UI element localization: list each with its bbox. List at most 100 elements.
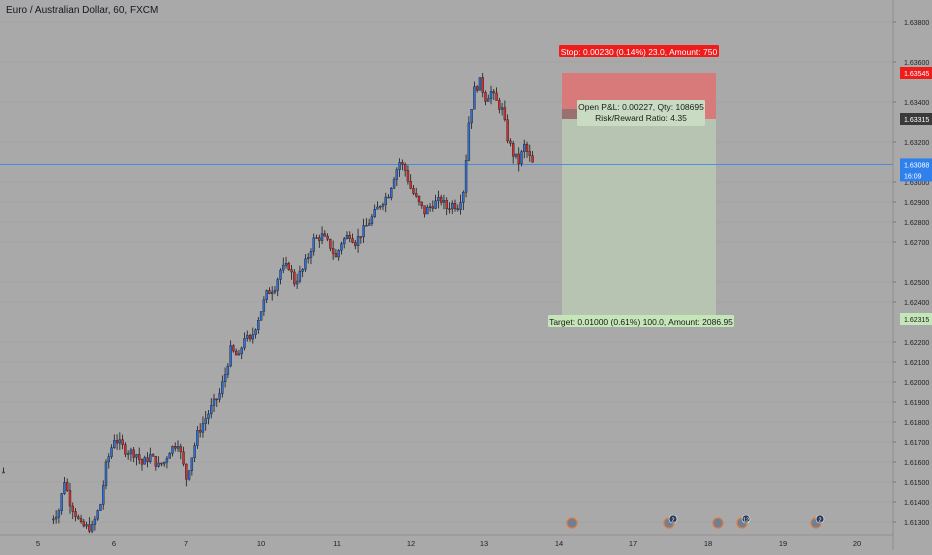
candle-down (351, 238, 354, 243)
candle-up (312, 237, 315, 252)
stop-label-bg (559, 45, 719, 57)
candle-down (326, 235, 329, 240)
candle-down (348, 235, 351, 239)
candle-up (398, 162, 401, 170)
candle-down (2, 471, 5, 474)
candle-up (523, 143, 526, 152)
candle-up (376, 206, 379, 210)
candle-up (193, 445, 196, 458)
candle-down (287, 263, 291, 270)
stop-price-tag-bg (900, 67, 932, 79)
candle-down (412, 188, 415, 194)
candle-up (367, 223, 371, 226)
candle-down (290, 269, 293, 273)
candle-up (379, 206, 382, 208)
candle-up (301, 269, 304, 272)
candle-down (329, 238, 332, 249)
candle-down (234, 350, 238, 356)
candle-up (390, 188, 393, 198)
candle-down (401, 162, 404, 165)
candle-up (451, 202, 454, 210)
candle-down (66, 482, 69, 491)
candle-up (462, 192, 465, 203)
candle-down (140, 459, 144, 465)
candle-up (113, 440, 116, 448)
y-tick-label: 1.62500 (904, 280, 929, 287)
candle-up (104, 461, 108, 486)
candle-down (359, 236, 363, 238)
target-label-group: Target: 0.01000 (0.61%) 100.0, Amount: 2… (548, 315, 734, 327)
candle-down (318, 237, 321, 241)
candle-down (423, 205, 426, 215)
x-tick-label: 11 (333, 539, 341, 548)
stop-label: Stop: 0.00230 (0.14%) 23.0, Amount: 750 (561, 47, 718, 57)
candle-up (240, 347, 243, 355)
candle-up (243, 338, 246, 349)
y-tick-label: 1.62000 (904, 380, 929, 387)
candle-up (90, 524, 94, 532)
candle-up (345, 235, 349, 239)
candle-down (509, 140, 512, 144)
candle-down (124, 444, 127, 455)
candle-up (204, 418, 207, 424)
candle-down (74, 511, 77, 517)
target-label: Target: 0.01000 (0.61%) 100.0, Amount: 2… (549, 317, 733, 327)
x-tick-label: 7 (184, 539, 188, 548)
countdown-tag: 16:09 (904, 173, 922, 180)
candle-up (118, 439, 122, 444)
candle-down (121, 439, 124, 445)
candle-up (229, 345, 232, 367)
candle-up (187, 470, 191, 480)
y-tick-label: 1.63000 (904, 180, 929, 187)
candle-up (464, 160, 468, 193)
pnl-label-bg (577, 100, 705, 126)
candle-up (57, 510, 61, 518)
candle-down (146, 457, 149, 462)
x-tick-label: 17 (629, 539, 637, 548)
price-axis[interactable] (893, 0, 932, 550)
candle-down (232, 345, 235, 352)
candle-up (365, 225, 368, 227)
candle-down (498, 100, 501, 110)
x-tick-label: 10 (257, 539, 265, 548)
candle-up (257, 320, 260, 330)
candle-up (63, 482, 66, 494)
candle-down (481, 77, 484, 93)
event-count: 2 (671, 518, 674, 524)
event-flag-icon[interactable] (566, 517, 578, 529)
candle-up (298, 271, 302, 282)
candle-up (162, 461, 166, 465)
candle-down (132, 449, 135, 458)
target-price-tag-bg (900, 313, 932, 325)
candle-up (93, 518, 97, 525)
stop-label-group: Stop: 0.00230 (0.14%) 23.0, Amount: 750 (559, 45, 719, 57)
stop-price-tag: 1.63545 (904, 71, 929, 78)
event-flag-icon[interactable] (712, 517, 724, 529)
candle-down (77, 516, 80, 519)
candle-up (437, 196, 440, 202)
candle-up (343, 238, 346, 244)
candle-up (362, 225, 365, 238)
candle-down (387, 196, 390, 199)
candle-up (110, 447, 113, 457)
target-label-bg (548, 315, 734, 327)
candle-up (212, 398, 216, 406)
candle-down (215, 398, 218, 401)
y-tick-label: 1.63800 (904, 20, 929, 27)
y-tick-label: 1.62900 (904, 200, 929, 207)
countdown-tag-bg (900, 169, 932, 182)
candle-down (506, 119, 509, 142)
y-tick-label: 1.63600 (904, 60, 929, 67)
candle-up (143, 457, 146, 465)
event-count: 2 (818, 518, 821, 524)
pnl-label: Risk/Reward Ratio: 4.35 (595, 113, 687, 123)
candle-down (331, 248, 335, 254)
y-tick-label: 1.61300 (904, 520, 929, 527)
candle-down (531, 155, 534, 163)
candle-up (467, 122, 471, 161)
x-tick-label: 13 (480, 539, 488, 548)
candle-up (254, 329, 257, 335)
candle-down (492, 91, 495, 94)
